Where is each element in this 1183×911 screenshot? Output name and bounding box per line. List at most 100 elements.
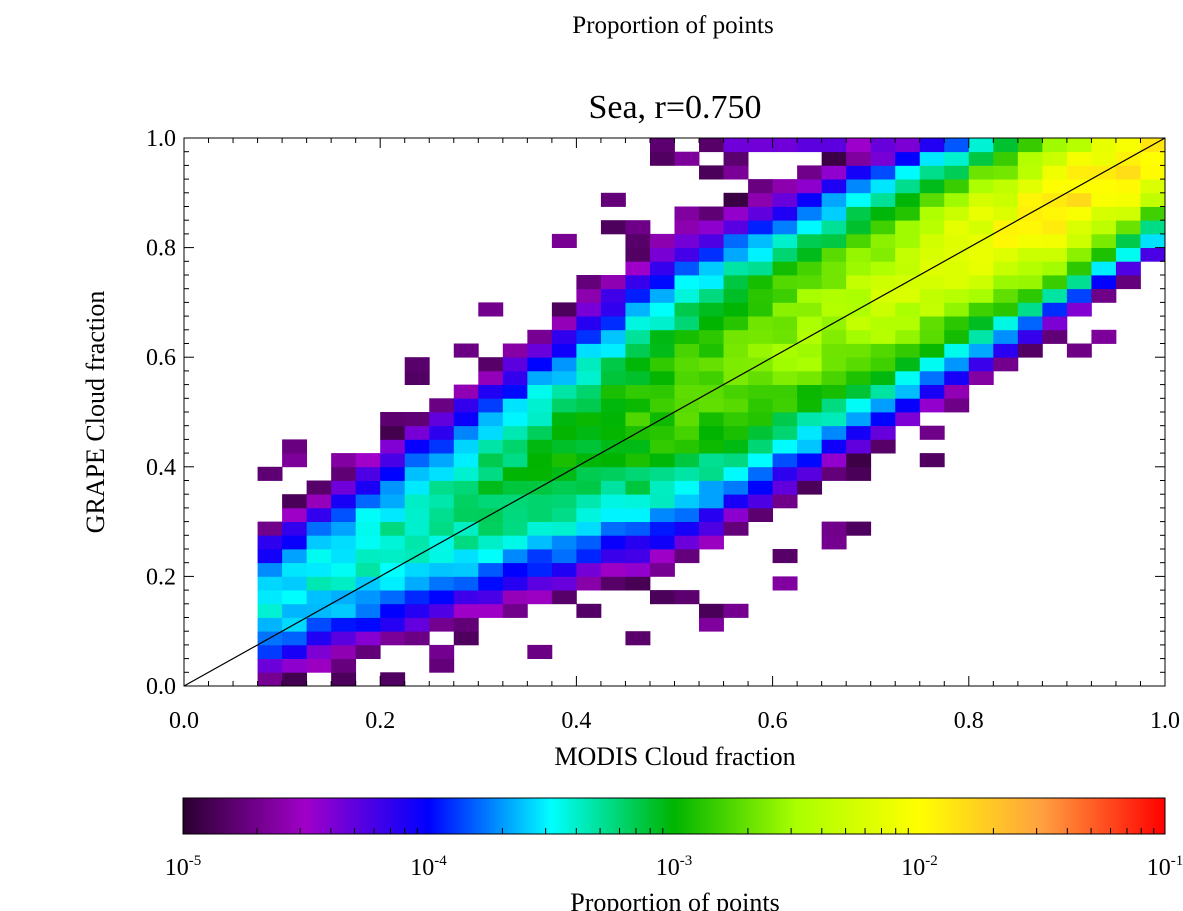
heatmap-cell (944, 192, 970, 207)
heatmap-cell (600, 398, 626, 413)
heatmap-cell (968, 206, 994, 221)
heatmap-cell (944, 233, 970, 248)
heatmap-cell (576, 316, 602, 331)
heatmap-cell (870, 247, 896, 262)
heatmap-cell (649, 138, 675, 153)
heatmap-cell (527, 425, 553, 440)
heatmap-cell (649, 494, 675, 509)
heatmap-cell (821, 384, 847, 399)
heatmap-cell (649, 384, 675, 399)
heatmap-cell (1042, 261, 1068, 276)
heatmap-cell (968, 357, 994, 372)
heatmap-cell (846, 357, 872, 372)
heatmap-cell (748, 220, 774, 235)
heatmap-cell (821, 398, 847, 413)
heatmap-cell (551, 302, 577, 317)
heatmap-cell (649, 275, 675, 290)
y-tick-label: 0.2 (146, 564, 176, 590)
heatmap-cell (993, 179, 1019, 194)
heatmap-cell (649, 302, 675, 317)
heatmap-cell (502, 562, 528, 577)
heatmap-cell (797, 384, 823, 399)
heatmap-cell (797, 343, 823, 358)
heatmap-cell (380, 617, 406, 632)
heatmap-cell (551, 439, 577, 454)
heatmap-cell (600, 425, 626, 440)
heatmap-cell (699, 412, 724, 427)
heatmap-cell (527, 439, 553, 454)
heatmap-cell (723, 521, 749, 536)
heatmap-cell (993, 329, 1019, 344)
heatmap-cell (453, 425, 479, 440)
heatmap-cell (257, 562, 283, 577)
heatmap-cell (748, 439, 774, 454)
heatmap-cell (1091, 151, 1117, 166)
heatmap-cell (1140, 179, 1166, 194)
heatmap-cell (919, 288, 945, 303)
heatmap-cell (355, 590, 381, 605)
heatmap-cell (453, 562, 479, 577)
heatmap-cell (846, 138, 872, 153)
heatmap-cell (699, 466, 724, 481)
heatmap-cell (993, 247, 1019, 262)
heatmap-cell (478, 576, 504, 591)
heatmap-cell (1091, 288, 1117, 303)
heatmap-cell (895, 370, 921, 385)
heatmap-cell (478, 412, 504, 427)
heatmap-cell (797, 412, 823, 427)
heatmap-cell (821, 220, 847, 235)
heatmap-cell (919, 247, 945, 262)
heatmap-cell (1091, 261, 1117, 276)
heatmap-cell (257, 535, 283, 550)
heatmap-cell (502, 521, 528, 536)
heatmap-cell (649, 480, 675, 495)
heatmap-cell (502, 549, 528, 564)
heatmap-cell (797, 275, 823, 290)
heatmap-cell (870, 138, 896, 153)
heatmap-cell (551, 425, 577, 440)
heatmap-cell (502, 398, 528, 413)
heatmap-cell (723, 151, 749, 166)
heatmap-cell (600, 535, 626, 550)
heatmap-cell (895, 343, 921, 358)
heatmap-cell (723, 275, 749, 290)
heatmap-cell (478, 398, 504, 413)
heatmap-cell (625, 631, 651, 646)
heatmap-cell (527, 562, 553, 577)
heatmap-cell (674, 370, 700, 385)
heatmap-cell (674, 261, 700, 276)
colorbar-tick-label: 10-5 (165, 853, 202, 881)
heatmap-cell (453, 617, 479, 632)
heatmap-cell (944, 206, 970, 221)
heatmap-cell (478, 425, 504, 440)
heatmap-cell (968, 179, 994, 194)
heatmap-cell (1017, 138, 1043, 153)
x-tick-label: 0.6 (758, 708, 788, 734)
heatmap-cell (1042, 220, 1068, 235)
heatmap-cell (478, 439, 504, 454)
heatmap-cell (576, 412, 602, 427)
heatmap-cell (649, 151, 675, 166)
heatmap-cell (895, 151, 921, 166)
heatmap-cell (797, 370, 823, 385)
heatmap-cell (772, 576, 798, 591)
heatmap-cell (1066, 261, 1092, 276)
heatmap-cell (919, 370, 945, 385)
heatmap-cell (429, 521, 455, 536)
heatmap-cell (699, 288, 724, 303)
heatmap-cell (846, 247, 872, 262)
heatmap-cell (846, 151, 872, 166)
heatmap-cell (649, 261, 675, 276)
heatmap-cell (355, 562, 381, 577)
heatmap-cell (748, 398, 774, 413)
heatmap-cell (257, 603, 283, 618)
heatmap-cell (453, 590, 479, 605)
heatmap-cell (1042, 233, 1068, 248)
heatmap-cell (331, 549, 357, 564)
heatmap-cell (576, 288, 602, 303)
heatmap-cell (993, 233, 1019, 248)
heatmap-cell (870, 179, 896, 194)
heatmap-cell (331, 562, 357, 577)
heatmap-cell (404, 425, 430, 440)
heatmap-cell (331, 672, 357, 687)
